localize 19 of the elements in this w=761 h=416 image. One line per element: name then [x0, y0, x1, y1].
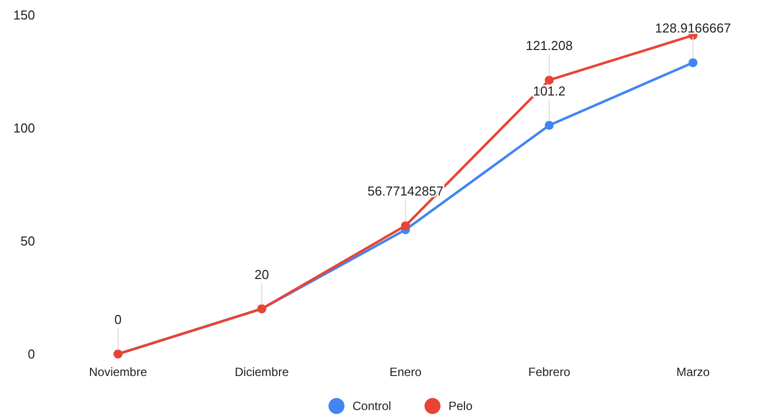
x-tick-label: Diciembre — [234, 365, 290, 379]
y-tick-label: 0 — [28, 346, 35, 362]
y-tick-label: 100 — [13, 120, 35, 136]
x-tick-label: Marzo — [676, 365, 710, 379]
point — [401, 221, 410, 230]
data-label: 121.208 — [526, 38, 573, 54]
x-tick-label: Enero — [389, 365, 422, 379]
point — [544, 76, 554, 85]
legend-label: Control — [352, 399, 392, 414]
point — [688, 58, 698, 68]
y-tick-label: 150 — [13, 8, 35, 23]
x-tick-label: Febrero — [528, 365, 571, 379]
y-tick-label: 50 — [20, 234, 35, 249]
data-label: 0 — [114, 312, 122, 327]
x-tick-label: Noviembre — [88, 365, 148, 379]
legend-label: Pelo — [448, 399, 473, 414]
point — [544, 120, 554, 130]
data-label: 20 — [254, 266, 269, 282]
data-label: 128.9166667 — [655, 20, 731, 36]
